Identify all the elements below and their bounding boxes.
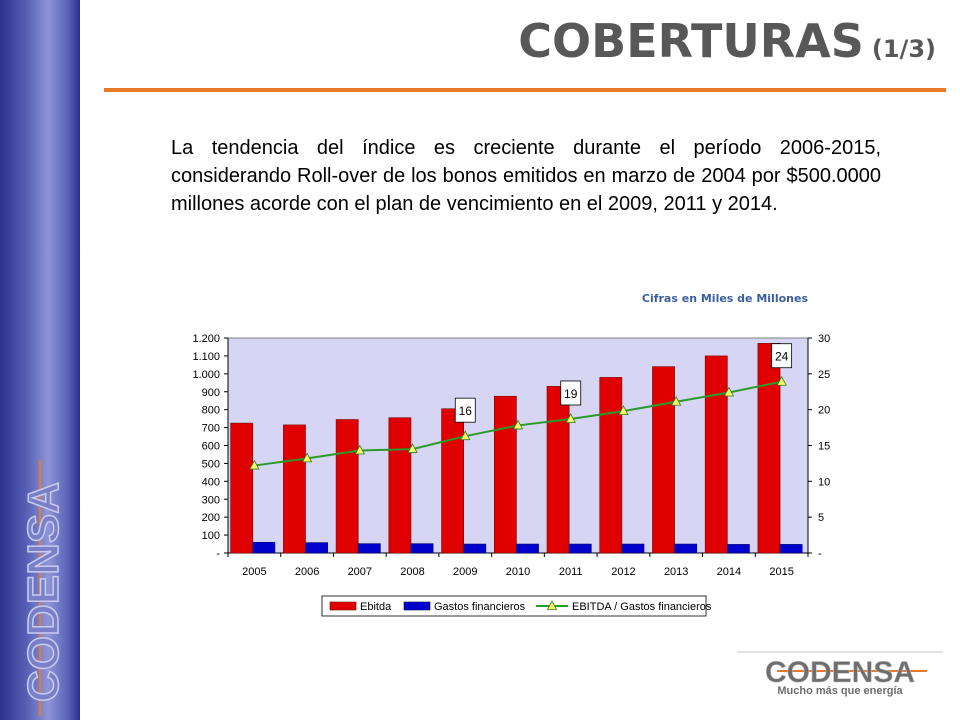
x-tick-label: 2015 — [769, 566, 793, 578]
y-tick-label: 900 — [202, 387, 220, 399]
bar-gastos-financieros — [516, 543, 539, 554]
y-tick-label: 800 — [202, 405, 220, 417]
line-point-ebitda-gastos — [354, 444, 365, 455]
y-tick-label: 1.000 — [192, 369, 220, 381]
legend-marker-ratio — [546, 600, 558, 610]
bar-gastos-financieros — [779, 544, 803, 554]
bar-ebitda — [335, 419, 359, 554]
y-tick-label: 200 — [202, 512, 220, 524]
bar-gastos-financieros — [410, 543, 434, 554]
intro-paragraph: La tendencia del índice es creciente dur… — [171, 137, 881, 215]
line-point-ebitda-gastos — [407, 443, 418, 453]
brand-name: CODENSA — [765, 656, 915, 689]
sidebar-band: CODENSA — [0, 0, 80, 720]
coverage-chart: - 100 200 300 400 500 600 700 800 900 1.000 1.100 1.… — [192, 333, 830, 617]
bar-ebitda — [283, 424, 306, 554]
bar-ebitda — [546, 386, 570, 554]
bar-ebitda — [441, 408, 464, 554]
x-tick-label: 2008 — [400, 566, 424, 578]
sidebar-logo-text: CODENSA — [19, 482, 68, 702]
slide-title: COBERTURAS (1/3) — [518, 14, 936, 68]
line-point-ebitda-gastos — [460, 430, 471, 441]
annotation-label: 16 — [459, 404, 473, 418]
bar-ebitda — [388, 417, 412, 554]
x-tick-label: 2014 — [717, 566, 741, 578]
brand-tagline: Mucho más que energía — [777, 685, 903, 697]
y-tick-label: 1.100 — [192, 351, 220, 363]
slide-title-main: COBERTURAS — [518, 14, 864, 68]
bar-ebitda — [652, 366, 675, 554]
y-tick-label: 100 — [202, 530, 220, 542]
annotation-label: 24 — [775, 350, 789, 364]
line-point-ebitda-gastos — [618, 405, 629, 415]
legend-label-ratio: EBITDA / Gastos financieros — [572, 601, 712, 613]
legend-swatch-gastos — [403, 601, 431, 611]
line-point-ebitda-gastos — [249, 459, 260, 470]
x-tick-label: 2005 — [242, 566, 266, 578]
bar-ebitda — [757, 343, 781, 554]
bar-gastos-financieros — [621, 543, 645, 554]
annotation-box — [454, 397, 476, 423]
y2-tick-label: - — [818, 548, 822, 560]
y-tick-label: 700 — [202, 423, 220, 435]
x-tick-label: 2010 — [506, 566, 530, 578]
legend-swatch-ebitda — [329, 601, 357, 611]
x-tick-label: 2011 — [559, 566, 583, 578]
y-tick-label: 1.200 — [192, 333, 220, 345]
bar-gastos-financieros — [252, 541, 276, 554]
bar-gastos-financieros — [357, 543, 381, 554]
bar-gastos-financieros — [568, 543, 592, 554]
y2-tick-label: 15 — [818, 441, 830, 453]
x-tick-label: 2007 — [348, 566, 372, 578]
brand-logo: CODENSA Mucho más que energía — [737, 651, 943, 697]
bar-ebitda — [493, 395, 517, 554]
units-note: Cifras en Miles de Millones — [641, 292, 808, 305]
y-tick-label: - — [216, 548, 220, 560]
x-tick-label: 2006 — [295, 566, 319, 578]
line-point-ebitda-gastos — [723, 386, 735, 397]
y2-tick-label: 20 — [818, 405, 830, 417]
y2-tick-label: 25 — [818, 369, 830, 381]
sidebar-logo: CODENSA — [18, 460, 69, 716]
bar-gastos-financieros — [674, 543, 698, 554]
bar-ebitda — [230, 422, 254, 554]
line-point-ebitda-gastos — [776, 375, 787, 386]
y-tick-label: 500 — [202, 458, 220, 470]
y-tick-label: 400 — [202, 476, 220, 488]
bar-ebitda — [704, 355, 728, 554]
annotation-box — [771, 343, 793, 369]
legend-label-ebitda: Ebitda — [360, 601, 392, 613]
line-point-ebitda-gastos — [301, 452, 313, 463]
line-point-ebitda-gastos — [671, 395, 682, 406]
annotation-label: 19 — [564, 387, 578, 401]
y2-tick-label: 30 — [818, 333, 830, 345]
x-tick-label: 2012 — [611, 566, 635, 578]
bar-gastos-financieros — [463, 543, 487, 554]
y-tick-label: 300 — [202, 494, 220, 506]
legend-label-gastos: Gastos financieros — [434, 601, 526, 613]
x-tick-label: 2013 — [664, 566, 688, 578]
line-point-ebitda-gastos — [512, 419, 524, 430]
legend-box — [321, 595, 707, 617]
x-tick-label: 2009 — [453, 566, 477, 578]
line-point-ebitda-gastos — [565, 413, 576, 423]
y-tick-label: 600 — [202, 441, 220, 453]
y2-tick-label: 5 — [818, 512, 824, 524]
y2-tick-label: 10 — [818, 476, 830, 488]
bar-gastos-financieros — [305, 542, 328, 554]
title-rule — [104, 88, 946, 92]
bar-ebitda — [599, 377, 623, 554]
slide-title-suffix: (1/3) — [871, 35, 936, 63]
bar-gastos-financieros — [727, 544, 750, 554]
annotation-box — [560, 380, 582, 406]
